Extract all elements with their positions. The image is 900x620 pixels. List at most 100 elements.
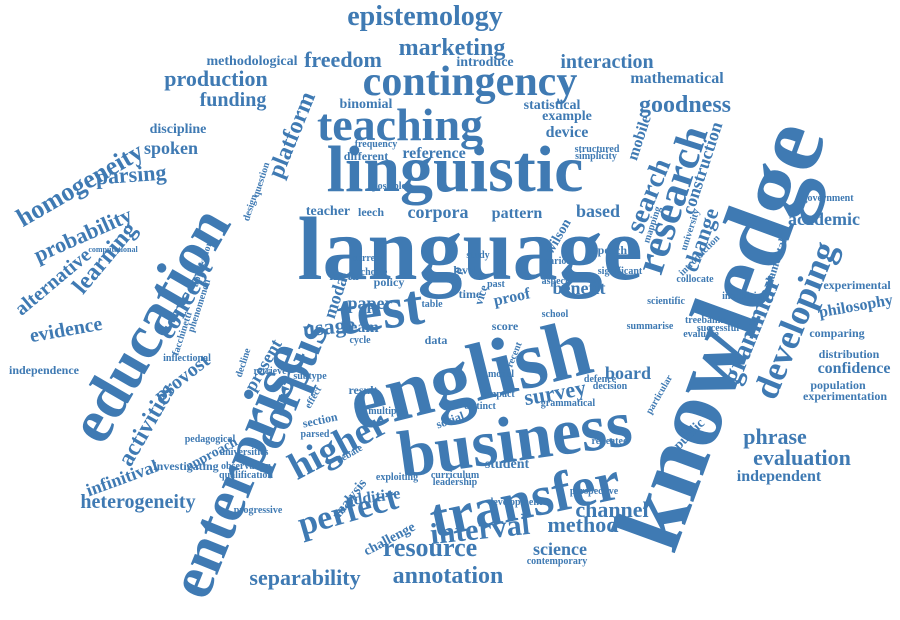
cloud-word-scientific: scientific	[647, 296, 685, 307]
cloud-word-binomial: binomial	[339, 97, 393, 112]
cloud-word-multiple: multiple	[368, 406, 404, 417]
cloud-word-resource: resource	[382, 533, 478, 562]
cloud-word-experimental: experimental	[823, 278, 891, 292]
cloud-word-progressive: progressive	[233, 505, 283, 516]
cloud-word-pedagogical: pedagogical	[184, 434, 236, 445]
cloud-word-table: table	[421, 299, 443, 310]
cloud-word-observation: observation	[221, 461, 271, 472]
cloud-word-time: time	[458, 287, 482, 301]
cloud-word-universities: universities	[219, 447, 269, 458]
cloud-word-annotation: annotation	[392, 563, 504, 589]
cloud-word-meta: meta	[329, 269, 359, 284]
cloud-word-freedom: freedom	[304, 47, 382, 72]
cloud-word-corpora: corpora	[407, 202, 469, 222]
cloud-word-spoken: spoken	[143, 138, 199, 158]
cloud-word-science: science	[533, 539, 587, 559]
cloud-word-inflectional: inflectional	[163, 353, 211, 364]
cloud-word-platform: platform	[262, 88, 322, 182]
cloud-word-score: score	[491, 319, 519, 333]
cloud-word-academic: academic	[788, 209, 860, 229]
cloud-word-distribution: distribution	[818, 347, 880, 361]
cloud-word-simplicity: simplicity	[575, 151, 617, 162]
cloud-word-different: different	[343, 149, 389, 163]
cloud-word-separability: separability	[249, 565, 361, 590]
cloud-word-paper: paper	[347, 293, 393, 313]
cloud-word-contemporary: contemporary	[526, 556, 588, 567]
cloud-word-past: past	[487, 279, 505, 290]
cloud-word-student: student	[484, 457, 530, 472]
cloud-word-independent: independent	[736, 468, 822, 485]
cloud-word-retrieve: retrieve	[253, 366, 287, 377]
cloud-word-distinct: distinct	[464, 401, 496, 412]
cloud-word-question: question	[250, 160, 273, 199]
cloud-word-introduce: introduce	[456, 55, 514, 70]
cloud-word-computational: computational	[88, 245, 138, 254]
cloud-word-reference: reference	[402, 145, 466, 162]
cloud-word-heterogeneity: heterogeneity	[80, 491, 196, 513]
cloud-word-insufficient: insufficient	[722, 291, 770, 302]
cloud-word-beam: beam	[341, 319, 379, 336]
cloud-word-successful: successful	[696, 323, 740, 334]
cloud-word-device: device	[545, 124, 589, 141]
cloud-word-exploiting: exploiting	[375, 472, 419, 483]
cloud-word-statistical: statistical	[523, 98, 581, 113]
cloud-word-evaluate: evaluate	[683, 329, 719, 340]
cloud-word-decision: decision	[592, 381, 628, 392]
cloud-word-leech: leech	[358, 205, 384, 219]
cloud-word-confidence: confidence	[817, 360, 891, 377]
cloud-word-cycle: cycle	[349, 335, 371, 346]
cloud-word-discipline: discipline	[149, 122, 207, 137]
cloud-word-language: language	[297, 200, 643, 299]
cloud-word-summarise: summarise	[626, 321, 674, 332]
cloud-word-leadership: leadership	[432, 477, 478, 488]
cloud-word-frequency: frequency	[354, 139, 398, 150]
cloud-word-significant: significant	[597, 266, 643, 277]
cloud-word-epistemology: epistemology	[347, 1, 503, 32]
cloud-word-marketing: marketing	[398, 35, 506, 61]
cloud-word-curriculum: curriculum	[430, 470, 480, 481]
cloud-word-mathematical: mathematical	[630, 70, 724, 87]
cloud-word-board: board	[604, 363, 652, 383]
cloud-word-comparing: comparing	[809, 326, 865, 340]
cloud-word-philosophy: philosophy	[817, 291, 895, 322]
cloud-word-government: government	[802, 193, 854, 204]
cloud-word-defence: defence	[583, 374, 617, 385]
cloud-word-current: current	[351, 253, 385, 264]
cloud-word-channel: channel	[575, 497, 649, 522]
cloud-word-choice: choice	[360, 267, 388, 278]
cloud-word-funding: funding	[199, 89, 267, 111]
cloud-word-teacher: teacher	[305, 204, 351, 219]
cloud-word-experimentation: experimentation	[803, 389, 887, 403]
cloud-word-policy: policy	[373, 275, 405, 289]
cloud-word-phrase: phrase	[743, 424, 807, 449]
cloud-word-teaching: teaching	[316, 99, 484, 150]
cloud-word-method: method	[547, 512, 619, 537]
cloud-word-goodness: goodness	[638, 92, 732, 118]
cloud-word-repeated: repeated	[591, 436, 629, 447]
cloud-word-evidence: evidence	[27, 312, 105, 348]
cloud-word-various: various	[544, 256, 576, 267]
cloud-word-benefit: benefit	[552, 278, 606, 298]
cloud-word-model: model	[487, 369, 515, 380]
cloud-word-based: based	[575, 201, 621, 221]
cloud-word-parsing: parsing	[94, 159, 168, 190]
cloud-word-design: design	[241, 193, 260, 223]
cloud-word-data: data	[424, 333, 448, 347]
cloud-word-methodological: methodological	[206, 54, 298, 69]
cloud-word-collocate: collocate	[676, 274, 714, 285]
cloud-word-pattern: pattern	[491, 205, 543, 222]
cloud-word-investigating: investigating	[153, 459, 219, 473]
cloud-word-grammatical: grammatical	[540, 398, 596, 409]
cloud-word-structured: structured	[574, 144, 620, 155]
cloud-word-result: result	[348, 383, 378, 397]
cloud-word-level: level	[453, 263, 477, 277]
cloud-word-parsed: parsed	[300, 429, 330, 440]
cloud-word-interaction: interaction	[560, 51, 654, 73]
cloud-word-perspective: perspective	[569, 486, 619, 497]
cloud-word-linguistic: linguistic	[326, 133, 584, 206]
cloud-word-speech: speech	[593, 243, 627, 257]
cloud-word-independence: independence	[8, 363, 80, 377]
cloud-word-qualification: qualification	[219, 470, 273, 481]
cloud-word-population: population	[810, 378, 866, 392]
